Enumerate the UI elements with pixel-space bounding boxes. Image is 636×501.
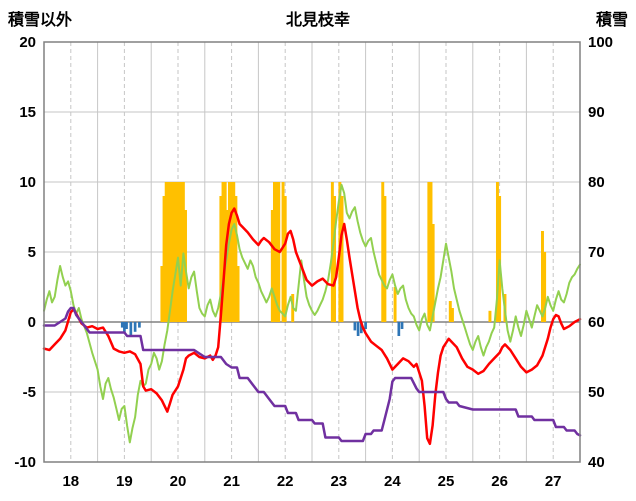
orange-bars-bar <box>169 182 172 322</box>
x-tick-label: 19 <box>116 473 133 490</box>
orange-bars-bar <box>171 182 175 322</box>
orange-bars-bar <box>450 308 454 322</box>
blue-bars-bar <box>400 322 404 329</box>
y-left-tick-label: 0 <box>28 314 36 331</box>
orange-bars-bar <box>270 210 274 322</box>
y-left-tick-label: -10 <box>14 454 36 471</box>
orange-bars-bar <box>181 182 185 322</box>
y-right-tick-label: 60 <box>588 314 605 331</box>
orange-bars-bar <box>175 182 179 322</box>
y-left-tick-label: 5 <box>28 244 36 261</box>
blue-bars-bar <box>356 322 360 336</box>
chart-title: 北見枝幸 <box>285 12 350 29</box>
orange-bars-bar <box>283 196 287 322</box>
blue-bars-bar <box>364 322 367 329</box>
y-right-tick-label: 70 <box>588 244 605 261</box>
blue-bars-bar <box>138 322 141 328</box>
plot-frame <box>43 41 581 463</box>
y-left-tick-label: 10 <box>19 174 36 191</box>
blue-bars-bar <box>125 322 128 329</box>
red-line <box>42 207 582 446</box>
orange-bars-bar <box>219 196 223 322</box>
orange-bars-bar <box>234 196 238 322</box>
x-tick-label: 23 <box>330 473 347 490</box>
orange-bars-bar <box>333 196 336 322</box>
orange-bars-bar <box>179 182 183 322</box>
orange-bars-bar <box>431 224 435 322</box>
orange-bars-bar <box>427 182 431 322</box>
blue-bars-bar <box>120 322 124 328</box>
y-right-tick-label: 40 <box>588 454 605 471</box>
x-tick-label: 25 <box>438 473 455 490</box>
x-tick-label: 22 <box>277 473 294 490</box>
left-axis-title: 積雪以外 <box>8 12 73 29</box>
y-right-tick-label: 50 <box>588 384 605 401</box>
orange-bars-bar <box>498 196 502 322</box>
orange-bars-bar <box>221 182 225 322</box>
orange-bars-bar <box>340 196 344 322</box>
y-left-tick-label: 15 <box>19 104 36 121</box>
y-left-tick-label: -5 <box>23 384 36 401</box>
orange-bars-bar <box>381 182 385 322</box>
blue-bars-bar <box>397 322 401 336</box>
orange-bars-bar <box>273 182 276 322</box>
y-right-tick-label: 80 <box>588 174 605 191</box>
x-tick-label: 24 <box>384 473 401 490</box>
orange-bars-bar <box>393 287 397 322</box>
orange-bars-bar <box>164 182 168 322</box>
orange-bars-bar <box>162 196 166 322</box>
x-tick-label: 27 <box>545 473 562 490</box>
orange-bars-bar <box>383 196 387 322</box>
blue-bars-bar <box>123 322 126 334</box>
orange-bars-bar <box>236 266 240 322</box>
orange-bars-bar <box>448 301 452 322</box>
orange-bars-bar <box>495 182 499 322</box>
y-right-tick-label: 90 <box>588 104 605 121</box>
orange-bars-bar <box>281 182 285 322</box>
orange-bars-bar <box>541 231 544 322</box>
orange-bars-bar <box>177 182 181 322</box>
x-tick-label: 18 <box>62 473 79 490</box>
blue-bars-bar <box>359 322 363 334</box>
purple-line <box>42 306 582 443</box>
orange-bars-bar <box>543 252 547 322</box>
orange-bars-bar <box>173 182 177 322</box>
y-left-tick-label: 20 <box>19 34 36 51</box>
orange-bars-bar <box>166 182 170 322</box>
green-line <box>43 183 581 444</box>
x-tick-label: 20 <box>170 473 187 490</box>
orange-bars-bar <box>232 182 236 322</box>
x-tick-label: 26 <box>491 473 508 490</box>
orange-bars-bar <box>225 210 229 322</box>
orange-bars-bar <box>227 182 231 322</box>
orange-bars-bar <box>429 182 433 322</box>
orange-bars-bar <box>275 182 279 322</box>
orange-bars-bar <box>488 310 492 322</box>
blue-bars-bar <box>353 322 357 331</box>
y-right-tick-label: 100 <box>588 34 613 51</box>
orange-bars-bar <box>160 266 164 322</box>
orange-bars-bar <box>230 182 234 322</box>
blue-bars-bar <box>129 322 133 336</box>
right-axis-title: 積雪 <box>595 12 628 29</box>
x-tick-label: 21 <box>223 473 240 490</box>
blue-bars-bar <box>133 322 137 332</box>
